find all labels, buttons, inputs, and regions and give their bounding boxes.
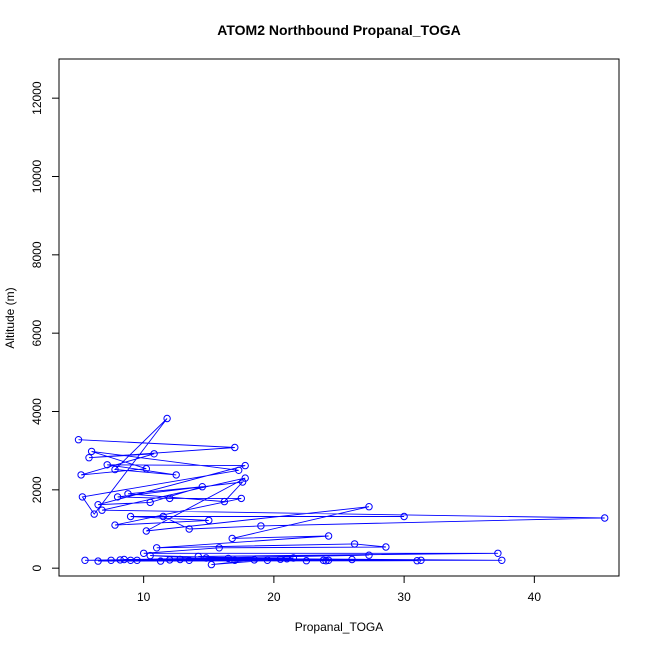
data-point-31 — [601, 514, 609, 522]
data-point-40 — [382, 543, 390, 551]
data-point-55 — [413, 557, 421, 565]
data-point-1 — [231, 443, 239, 452]
data-point-44 — [194, 552, 203, 561]
x-tick-label-1: 20 — [267, 590, 281, 604]
data-point-73 — [146, 551, 154, 560]
data-point-6 — [87, 447, 96, 456]
data-point-66 — [348, 555, 356, 564]
data-point-46 — [81, 556, 89, 564]
data-point-33 — [241, 474, 249, 482]
data-point-29 — [185, 525, 193, 533]
data-point-45 — [365, 551, 373, 559]
data-point-41 — [215, 544, 223, 552]
data-point-24 — [111, 521, 119, 529]
data-point-49 — [322, 557, 330, 565]
data-point-70 — [289, 554, 298, 562]
data-point-50 — [166, 556, 174, 564]
data-point-4 — [77, 471, 85, 479]
data-point-57 — [185, 556, 193, 564]
data-point-34 — [142, 527, 151, 535]
data-point-17 — [198, 483, 207, 491]
data-point-71 — [176, 555, 184, 564]
data-point-42 — [140, 549, 148, 557]
x-tick-label-3: 40 — [528, 590, 542, 604]
y-tick-label-3: 6000 — [30, 319, 44, 346]
data-point-61 — [107, 556, 115, 564]
data-point-56 — [94, 557, 102, 565]
data-point-64 — [302, 557, 311, 565]
x-tick-label-0: 10 — [137, 590, 151, 604]
data-point-65 — [202, 554, 210, 562]
data-point-68 — [263, 556, 272, 564]
data-point-36 — [228, 534, 236, 543]
data-point-26 — [126, 512, 135, 521]
data-point-39 — [350, 540, 359, 548]
data-point-58 — [276, 555, 285, 563]
data-point-19 — [220, 497, 229, 506]
data-point-12 — [172, 471, 180, 479]
y-tick-label-5: 10000 — [30, 159, 44, 193]
data-point-28 — [159, 512, 167, 521]
data-point-16 — [146, 498, 154, 507]
data-point-51 — [498, 556, 506, 564]
data-point-14 — [241, 461, 249, 470]
data-point-74 — [319, 556, 328, 564]
x-tick-label-2: 30 — [397, 590, 411, 604]
data-point-60 — [250, 556, 259, 564]
y-tick-label-0: 0 — [30, 565, 44, 572]
y-tick-label-6: 12000 — [30, 81, 44, 115]
data-point-10 — [163, 414, 171, 423]
data-point-20 — [238, 478, 247, 486]
data-point-23 — [237, 494, 246, 503]
y-tick-label-2: 4000 — [30, 398, 44, 425]
data-point-2 — [85, 454, 93, 462]
series-layer — [74, 414, 609, 569]
data-point-69 — [116, 556, 124, 564]
data-point-3 — [150, 450, 158, 458]
data-point-9 — [90, 510, 98, 518]
data-point-8 — [78, 493, 87, 501]
data-point-27 — [400, 512, 408, 521]
y-axis-label: Altitude (m) — [3, 287, 17, 348]
y-axis: 0 2000 4000 6000 8000 10000 12000 — [30, 81, 60, 572]
data-point-43 — [494, 549, 502, 557]
chart-title: ATOM2 Northbound Propanal_TOGA — [217, 22, 460, 38]
data-point-30 — [257, 522, 265, 530]
data-point-35 — [365, 503, 373, 511]
data-point-18 — [124, 490, 132, 498]
data-point-52 — [224, 554, 233, 563]
data-point-25 — [205, 516, 213, 525]
data-point-5 — [142, 465, 151, 473]
data-point-22 — [166, 494, 174, 503]
data-point-32 — [98, 506, 106, 514]
x-axis-label: Propanal_TOGA — [295, 620, 384, 634]
data-point-7 — [235, 466, 243, 474]
data-point-67 — [133, 556, 141, 564]
data-point-47 — [417, 556, 425, 564]
data-point-72 — [231, 556, 239, 564]
data-point-37 — [324, 532, 333, 540]
data-point-21 — [113, 493, 122, 501]
data-point-0 — [74, 436, 83, 444]
data-point-13 — [103, 461, 111, 469]
series-line-0 — [78, 418, 605, 566]
data-point-11 — [111, 465, 119, 474]
data-point-15 — [94, 501, 102, 509]
x-axis: 10 20 30 40 — [137, 575, 542, 604]
data-point-59 — [207, 560, 216, 569]
data-point-62 — [324, 556, 333, 564]
data-point-63 — [156, 557, 165, 565]
y-tick-label-4: 8000 — [30, 241, 44, 268]
data-point-38 — [153, 544, 161, 552]
y-tick-label-1: 2000 — [30, 476, 44, 503]
